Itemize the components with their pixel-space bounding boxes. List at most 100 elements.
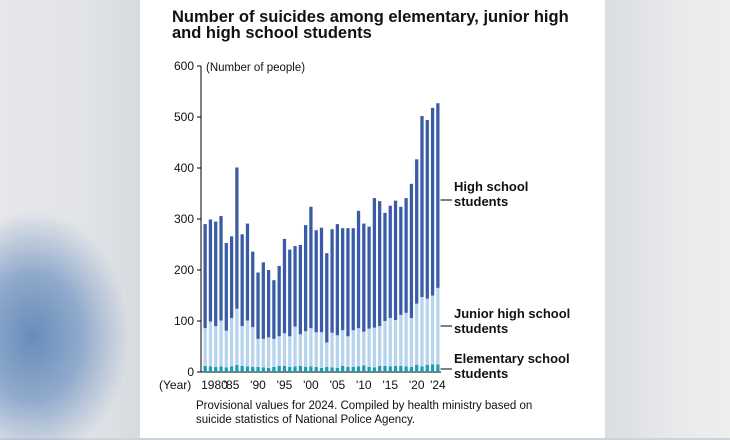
bar-junior-high [346,336,350,367]
bar-elementary [219,366,223,372]
bar-elementary [235,364,239,372]
bar-high-school [272,280,276,339]
bar-junior-high [393,319,398,366]
x-tick-label: '90 [250,378,266,392]
bar-high-school [393,200,398,320]
bar-high-school [383,212,387,321]
bar-high-school [261,262,265,339]
bar-high-school [224,242,228,331]
bar-elementary [420,366,424,372]
bar-high-school [436,103,440,288]
bar-elementary [346,366,350,372]
bar-elementary [330,367,334,372]
background-blur [0,210,130,440]
bar-high-school [282,238,287,334]
bar-high-school [298,245,302,335]
bar-junior-high [341,330,345,366]
bar-elementary [293,366,297,372]
bar-junior-high [261,338,265,368]
year-label: (Year) [159,378,191,392]
y-tick-label: 100 [174,314,194,328]
bar-elementary [256,366,260,372]
bar-elementary [356,366,361,372]
bar-high-school [235,167,239,309]
bar-elementary [214,366,218,372]
bar-elementary [436,364,440,372]
bar-junior-high [309,328,313,367]
bar-high-school [367,226,371,329]
bar-high-school [245,223,250,321]
bar-high-school [372,198,377,328]
bar-junior-high [378,326,382,366]
bar-junior-high [356,328,361,367]
bar-elementary [314,366,318,372]
bar-elementary [351,366,355,372]
bar-high-school [420,115,424,298]
bar-junior-high [214,326,218,367]
bar-high-school [430,107,435,296]
unit-label: (Number of people) [206,62,305,74]
bar-high-school [214,221,218,327]
y-tick-label: 300 [174,212,194,226]
bar-junior-high [203,328,207,366]
bar-junior-high [266,337,271,368]
bar-elementary [430,364,435,372]
bar-elementary [425,364,429,372]
bar-junior-high [298,334,302,366]
bar-elementary [272,366,276,372]
label-elementary: Elementary school [454,351,570,366]
y-tick-label: 0 [187,365,194,379]
bar-high-school [266,270,271,338]
x-tick-label: '05 [330,378,346,392]
bar-elementary [251,366,255,372]
bar-junior-high [367,328,371,367]
label-junior-high: Junior high school [454,306,570,321]
bar-high-school [314,230,318,333]
bar-high-school [251,251,255,328]
y-tick-label: 500 [174,110,194,124]
bar-elementary [288,366,292,372]
bar-high-school [309,206,313,329]
bar-junior-high [240,326,244,366]
label-elementary: students [454,366,508,381]
background-right [605,0,730,438]
bar-elementary [298,365,302,372]
bar-elementary [240,365,244,372]
bar-high-school [415,159,419,304]
bar-junior-high [224,330,228,368]
bar-high-school [341,228,345,331]
bar-high-school [346,228,350,337]
footnote-line2: suicide statistics of National Police Ag… [196,414,416,426]
x-tick-label: '15 [382,378,398,392]
y-tick-labels: 0 100 200 300 400 500 600 [174,59,194,379]
bar-elementary [409,366,414,372]
bar-junior-high [229,317,234,367]
bar-junior-high [404,312,408,367]
bar-elementary [282,365,287,372]
footnote-line1: Provisional values for 2024. Compiled by… [196,400,533,412]
bar-high-school [203,224,207,329]
y-tick-label: 200 [174,263,194,277]
bar-high-school [404,198,408,313]
bars [203,103,440,372]
bar-high-school [378,201,382,327]
bar-elementary [203,365,207,372]
bar-junior-high [219,320,223,367]
bar-elementary [399,365,403,372]
bar-junior-high [314,332,318,367]
bar-high-school [325,253,329,343]
chart-title-line1: Number of suicides among elementary, jun… [172,8,569,26]
bar-elementary [224,367,228,372]
x-tick-label: '10 [356,378,372,392]
bar-high-school [303,225,308,332]
bar-high-school [335,224,340,336]
bar-junior-high [256,338,260,367]
bar-junior-high [319,332,324,368]
bar-junior-high [425,298,429,365]
bar-elementary [303,366,308,372]
bar-high-school [351,228,355,331]
bar-junior-high [372,327,377,368]
bar-high-school [425,120,429,299]
x-tick-label: '20 [409,378,425,392]
